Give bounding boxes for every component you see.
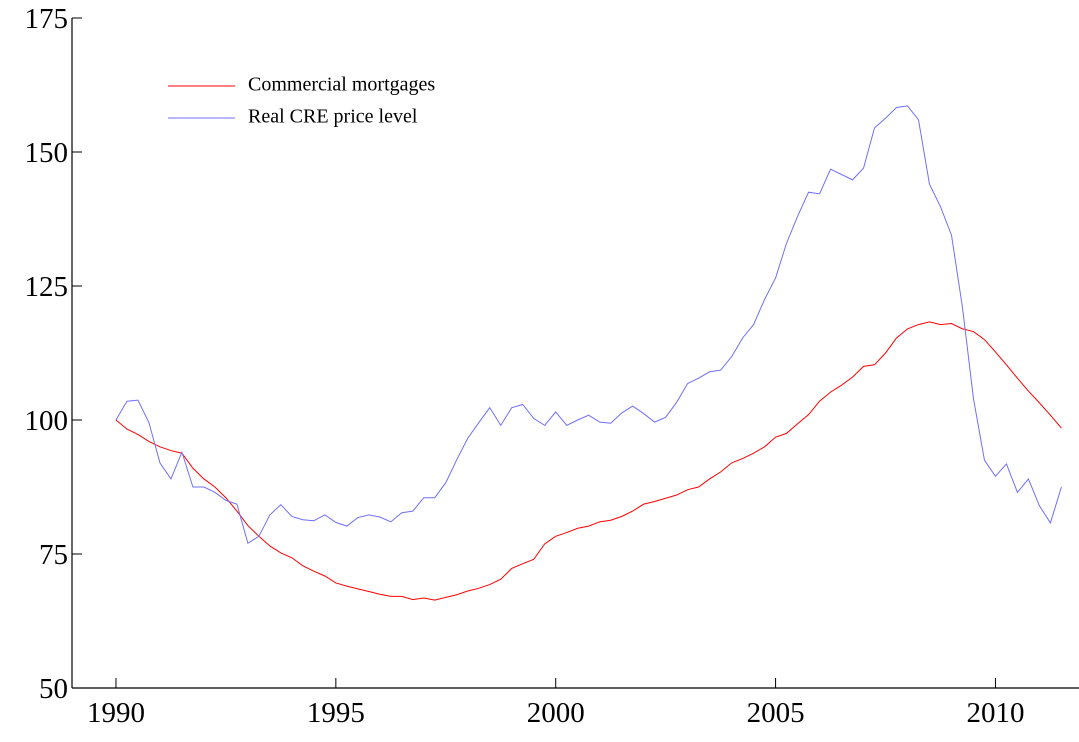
y-tick-label: 125: [25, 271, 69, 303]
y-tick-label: 175: [25, 3, 69, 35]
x-tick-label: 2000: [527, 697, 585, 729]
y-tick-label: 150: [25, 137, 69, 169]
series-line: [115, 321, 1062, 601]
y-tick-label: 75: [39, 539, 68, 571]
x-tick-label: 1995: [307, 697, 365, 729]
x-tick-label: 2005: [747, 697, 805, 729]
legend-label: Commercial mortgages: [248, 74, 435, 96]
series-line: [115, 105, 1062, 545]
y-tick-label: 100: [25, 405, 69, 437]
x-tick-label: 2010: [966, 697, 1024, 729]
y-tick-label: 50: [39, 673, 68, 705]
legend-label: Real CRE price level: [248, 106, 418, 128]
x-tick-label: 1990: [87, 697, 145, 729]
